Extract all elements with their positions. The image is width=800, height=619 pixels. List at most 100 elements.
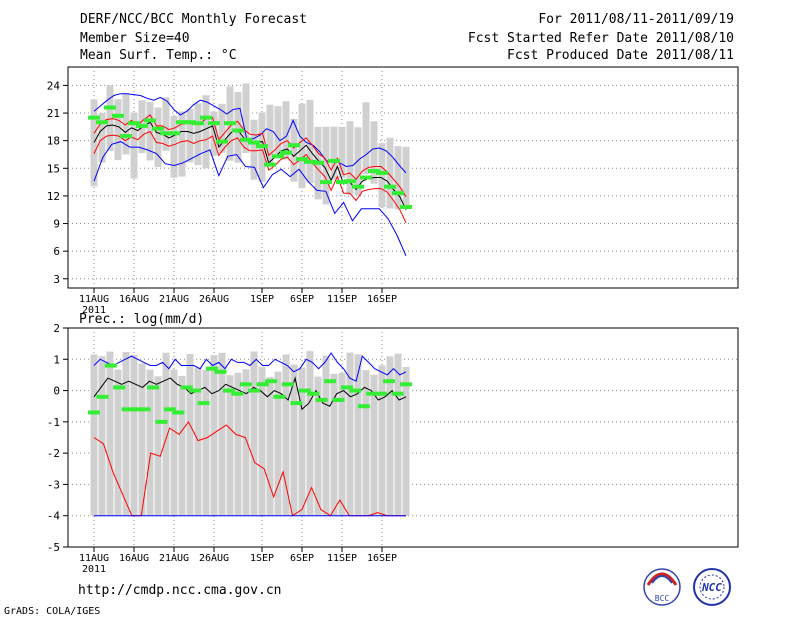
spread-box xyxy=(154,107,162,168)
observed-marker xyxy=(152,126,164,131)
observed-marker xyxy=(264,162,276,167)
observed-marker xyxy=(96,394,109,399)
spread-box xyxy=(394,353,402,516)
spread-box xyxy=(242,83,250,153)
spread-box xyxy=(274,106,282,155)
spread-box xyxy=(386,137,394,209)
spread-box xyxy=(186,353,194,516)
spread-box xyxy=(370,121,378,184)
observed-marker xyxy=(248,140,260,145)
series-spread_high-line xyxy=(93,114,407,198)
spread-box xyxy=(338,372,346,516)
observed-marker xyxy=(290,401,303,406)
observed-marker xyxy=(384,184,396,189)
observed-marker xyxy=(120,134,132,139)
spread-box xyxy=(130,112,138,179)
precipitation-title: Prec.: log(mm/d) xyxy=(79,312,204,327)
observed-marker xyxy=(248,388,261,393)
observed-marker xyxy=(391,391,404,396)
observed-marker xyxy=(231,391,244,396)
spread-box xyxy=(298,103,306,189)
spread-box xyxy=(90,99,98,187)
bcc-logo-text: BCC xyxy=(655,594,670,603)
spread-box xyxy=(122,351,130,516)
spread-box xyxy=(306,351,314,516)
spread-box xyxy=(170,369,178,516)
spread-box xyxy=(98,356,106,516)
observed-marker xyxy=(280,150,292,155)
x-tick-label: 26AUG xyxy=(199,553,229,564)
y-tick-label: -4 xyxy=(47,510,61,523)
y-tick-label: 18 xyxy=(47,135,60,148)
observed-marker xyxy=(168,131,180,136)
temperature-frame xyxy=(67,66,739,289)
observed-marker xyxy=(383,379,396,384)
spread-box xyxy=(378,365,386,516)
observed-marker xyxy=(265,379,278,384)
spread-box xyxy=(218,352,226,516)
spread-box xyxy=(314,376,322,516)
x-tick-label: 1SEP xyxy=(250,294,274,305)
observed-marker xyxy=(121,407,134,412)
produced-date: Fcst Produced Date 2011/08/11 xyxy=(507,48,734,63)
observed-marker xyxy=(256,382,269,387)
spread-box xyxy=(242,369,250,516)
y-tick-label: 3 xyxy=(53,273,60,286)
spread-box xyxy=(362,370,370,516)
y-tick-label: -1 xyxy=(47,416,60,429)
observed-marker xyxy=(208,121,220,126)
observed-marker xyxy=(315,397,328,402)
spread-box xyxy=(98,112,106,163)
spread-box xyxy=(202,370,210,516)
spread-box xyxy=(250,351,258,516)
observed-marker xyxy=(176,120,188,125)
observed-marker xyxy=(88,115,100,120)
observed-marker xyxy=(197,401,210,406)
ncc-logo: NCC xyxy=(693,568,731,606)
x-tick-label: 16SEP xyxy=(367,553,397,564)
x-tick-label: 1SEP xyxy=(250,553,274,564)
x-tick-label: 11AUG xyxy=(79,294,109,305)
observed-marker xyxy=(224,121,236,126)
observed-marker xyxy=(138,407,151,412)
spread-box xyxy=(266,377,274,516)
y-tick-label: 15 xyxy=(47,162,60,175)
spread-box xyxy=(282,101,290,160)
observed-marker xyxy=(273,394,286,399)
observed-marker xyxy=(312,160,324,165)
spread-box xyxy=(234,91,242,163)
spread-box xyxy=(362,102,370,175)
spread-box xyxy=(178,375,186,516)
precipitation-frame xyxy=(67,327,739,548)
observed-marker xyxy=(366,391,379,396)
observed-marker xyxy=(172,410,185,415)
observed-marker xyxy=(189,388,202,393)
spread-box xyxy=(90,354,98,516)
observed-marker xyxy=(163,407,176,412)
observed-marker xyxy=(281,382,294,387)
observed-marker xyxy=(392,191,404,196)
series-upper-line xyxy=(93,352,407,382)
observed-marker xyxy=(147,385,160,390)
observed-marker xyxy=(206,366,219,371)
observed-marker xyxy=(214,369,227,374)
observed-marker xyxy=(374,391,387,396)
x-tick-label: 16AUG xyxy=(119,553,149,564)
x-tick-label: 11AUG xyxy=(79,553,109,564)
observed-marker xyxy=(200,115,212,120)
x-tick-label: 11SEP xyxy=(327,294,357,305)
observed-marker xyxy=(216,139,228,144)
spread-box xyxy=(322,126,330,205)
observed-marker xyxy=(332,397,345,402)
observed-marker xyxy=(296,157,308,162)
observed-marker xyxy=(376,170,388,175)
spread-box xyxy=(330,373,338,516)
spread-box xyxy=(346,121,354,195)
observed-marker xyxy=(239,382,252,387)
spread-box xyxy=(138,363,146,516)
spread-box xyxy=(282,354,290,516)
spread-box xyxy=(250,119,258,180)
observed-marker xyxy=(400,382,412,387)
spread-box xyxy=(170,115,178,178)
